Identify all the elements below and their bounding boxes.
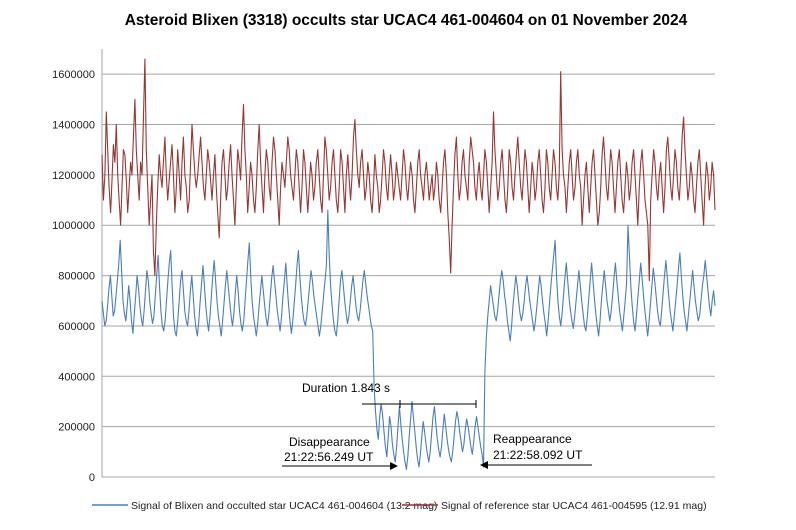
disappearance-label: Disappearance [289,435,370,449]
series-lines [101,58,716,470]
reappearance-time: 21:22:58.092 UT [493,448,583,462]
series-line-reference [101,58,716,282]
y-tick-label: 1000000 [52,220,95,232]
reappearance-arrowhead [480,461,488,469]
reappearance-label: Reappearance [493,432,572,446]
y-tick-label: 1400000 [52,120,95,132]
legend-label-blixen: Signal of Blixen and occulted star UCAC4… [131,500,437,512]
disappearance-time: 21:22:56.249 UT [284,450,374,464]
y-axis-ticks: 0 200000 400000 600000 800000 1000000 1200000 1… [52,69,95,484]
disappearance-arrowhead [390,462,398,470]
y-tick-label: 600000 [58,321,95,333]
chart-title: Asteroid Blixen (3318) occults star UCAC… [125,12,688,29]
series-line-blixen [101,209,716,470]
duration-annotation: Duration 1.843 s [302,381,390,395]
y-tick-label: 1600000 [52,69,95,81]
y-tick-label: 200000 [58,422,95,434]
y-tick-label: 1200000 [52,170,95,182]
y-tick-label: 800000 [58,271,95,283]
legend-label-reference: Signal of reference star UCAC4 461-00459… [441,500,707,512]
y-tick-label: 0 [89,472,95,484]
grid-lines [101,49,715,478]
y-tick-label: 400000 [58,371,95,383]
